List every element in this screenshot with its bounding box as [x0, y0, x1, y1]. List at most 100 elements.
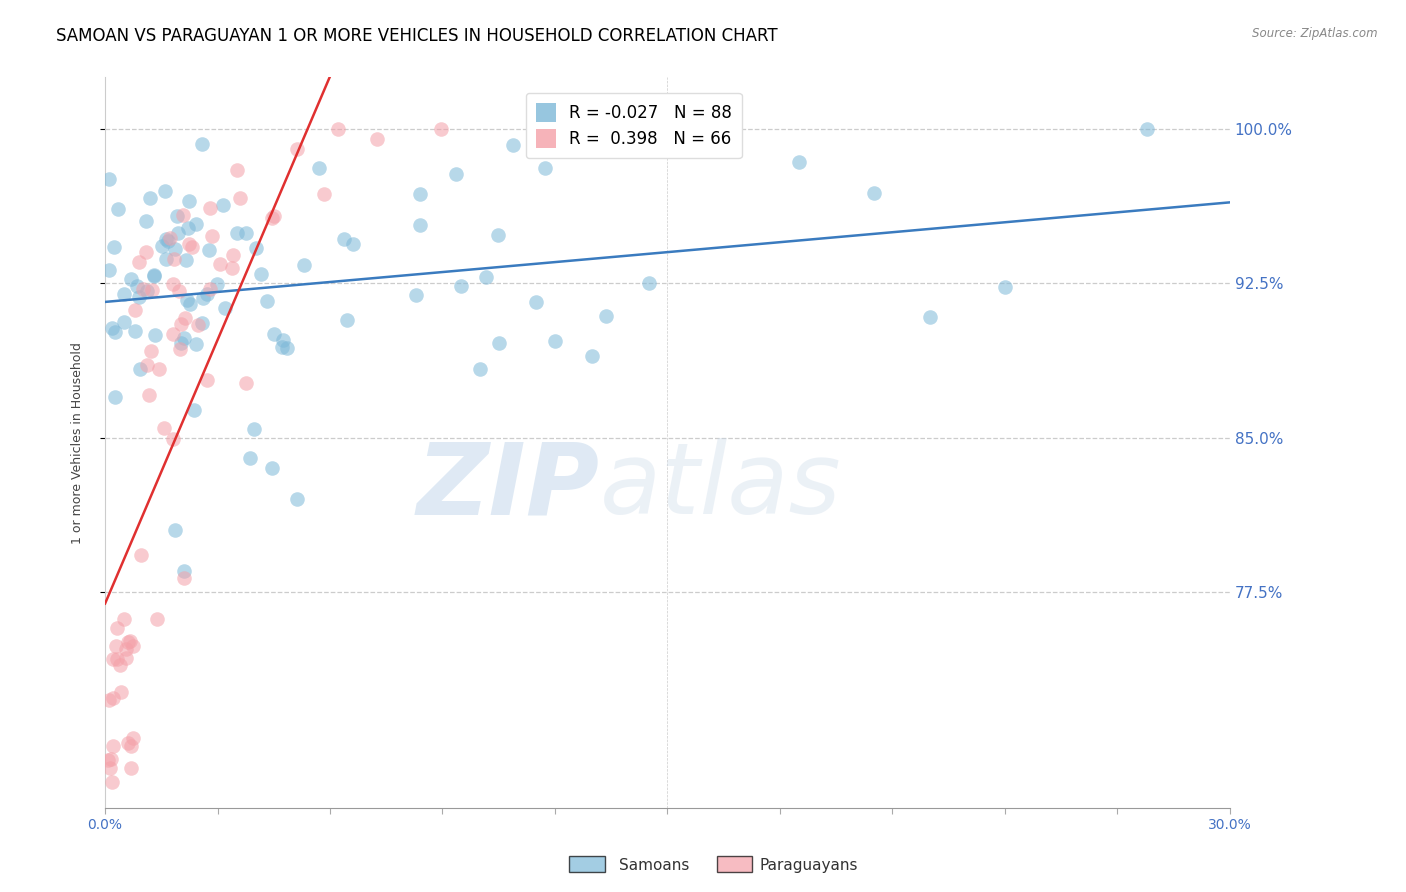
Point: [128, 255, 150, 269]
Point: [994, 280, 1017, 294]
Point: [100, 752, 122, 766]
Point: [163, 523, 186, 537]
Point: [107, 202, 129, 217]
Point: [142, 268, 165, 282]
Point: [179, 297, 201, 311]
Point: [205, 277, 228, 292]
Text: Paraguayans: Paraguayans: [759, 858, 858, 872]
Point: [101, 775, 124, 789]
Point: [260, 461, 283, 475]
Point: [104, 326, 127, 340]
Point: [308, 161, 330, 175]
Point: [429, 121, 451, 136]
Point: [918, 310, 941, 324]
Point: [285, 142, 308, 156]
Point: [177, 236, 200, 251]
Point: [97, 263, 120, 277]
Point: [112, 612, 135, 626]
Point: [176, 293, 198, 308]
Point: [191, 291, 214, 305]
Point: [153, 185, 176, 199]
Point: [120, 739, 142, 754]
Point: [105, 652, 128, 666]
Point: [524, 294, 547, 309]
Text: Source: ZipAtlas.com: Source: ZipAtlas.com: [1253, 27, 1378, 40]
Point: [173, 565, 195, 579]
Point: [212, 198, 235, 212]
Point: [229, 191, 252, 205]
Point: [271, 333, 294, 347]
Point: [235, 226, 257, 240]
Point: [131, 282, 153, 296]
Point: [105, 639, 128, 653]
Point: [129, 548, 152, 562]
Point: [581, 349, 603, 363]
Point: [468, 362, 491, 376]
Y-axis label: 1 or more Vehicles in Household: 1 or more Vehicles in Household: [72, 342, 84, 543]
Point: [262, 211, 284, 226]
Point: [450, 279, 472, 293]
Point: [292, 258, 315, 272]
Point: [186, 337, 208, 351]
Text: ZIP: ZIP: [418, 438, 600, 535]
Point: [121, 731, 143, 745]
Point: [125, 278, 148, 293]
Point: [138, 191, 160, 205]
Point: [122, 639, 145, 653]
Point: [142, 268, 165, 283]
Point: [150, 238, 173, 252]
Point: [124, 302, 146, 317]
Point: [124, 324, 146, 338]
Point: [474, 270, 496, 285]
Point: [342, 237, 364, 252]
Point: [174, 253, 197, 268]
Point: [534, 161, 557, 176]
Point: [183, 403, 205, 417]
Point: [103, 690, 125, 705]
Point: [170, 317, 193, 331]
Point: [173, 331, 195, 345]
Point: [108, 658, 131, 673]
Point: [101, 739, 124, 753]
Point: [110, 685, 132, 699]
Point: [169, 284, 191, 298]
Point: [285, 492, 308, 507]
Point: [198, 243, 221, 257]
Point: [209, 257, 232, 271]
Point: [98, 761, 121, 775]
Point: [138, 387, 160, 401]
Point: [271, 340, 294, 354]
Point: [172, 208, 194, 222]
Point: [162, 432, 184, 446]
Point: [170, 335, 193, 350]
Point: [166, 209, 188, 223]
Point: [101, 652, 124, 666]
Point: [198, 202, 221, 216]
Point: [314, 187, 336, 202]
Text: atlas: atlas: [600, 438, 842, 535]
Point: [135, 214, 157, 228]
Text: SAMOAN VS PARAGUAYAN 1 OR MORE VEHICLES IN HOUSEHOLD CORRELATION CHART: SAMOAN VS PARAGUAYAN 1 OR MORE VEHICLES …: [56, 27, 778, 45]
Point: [201, 229, 224, 244]
Point: [141, 283, 163, 297]
Point: [152, 421, 174, 435]
Point: [222, 248, 245, 262]
Point: [112, 287, 135, 301]
Point: [135, 245, 157, 260]
Legend: R = -0.027   N = 88, R =  0.398   N = 66: R = -0.027 N = 88, R = 0.398 N = 66: [526, 93, 742, 158]
Point: [409, 218, 432, 232]
Point: [595, 309, 617, 323]
Point: [637, 276, 659, 290]
Point: [250, 267, 273, 281]
Point: [239, 451, 262, 466]
Point: [787, 155, 810, 169]
Point: [328, 121, 350, 136]
Point: [135, 359, 157, 373]
Point: [115, 651, 138, 665]
Point: [165, 242, 187, 256]
Point: [97, 693, 120, 707]
Point: [263, 209, 285, 223]
Point: [276, 342, 298, 356]
Point: [97, 172, 120, 186]
Point: [101, 321, 124, 335]
